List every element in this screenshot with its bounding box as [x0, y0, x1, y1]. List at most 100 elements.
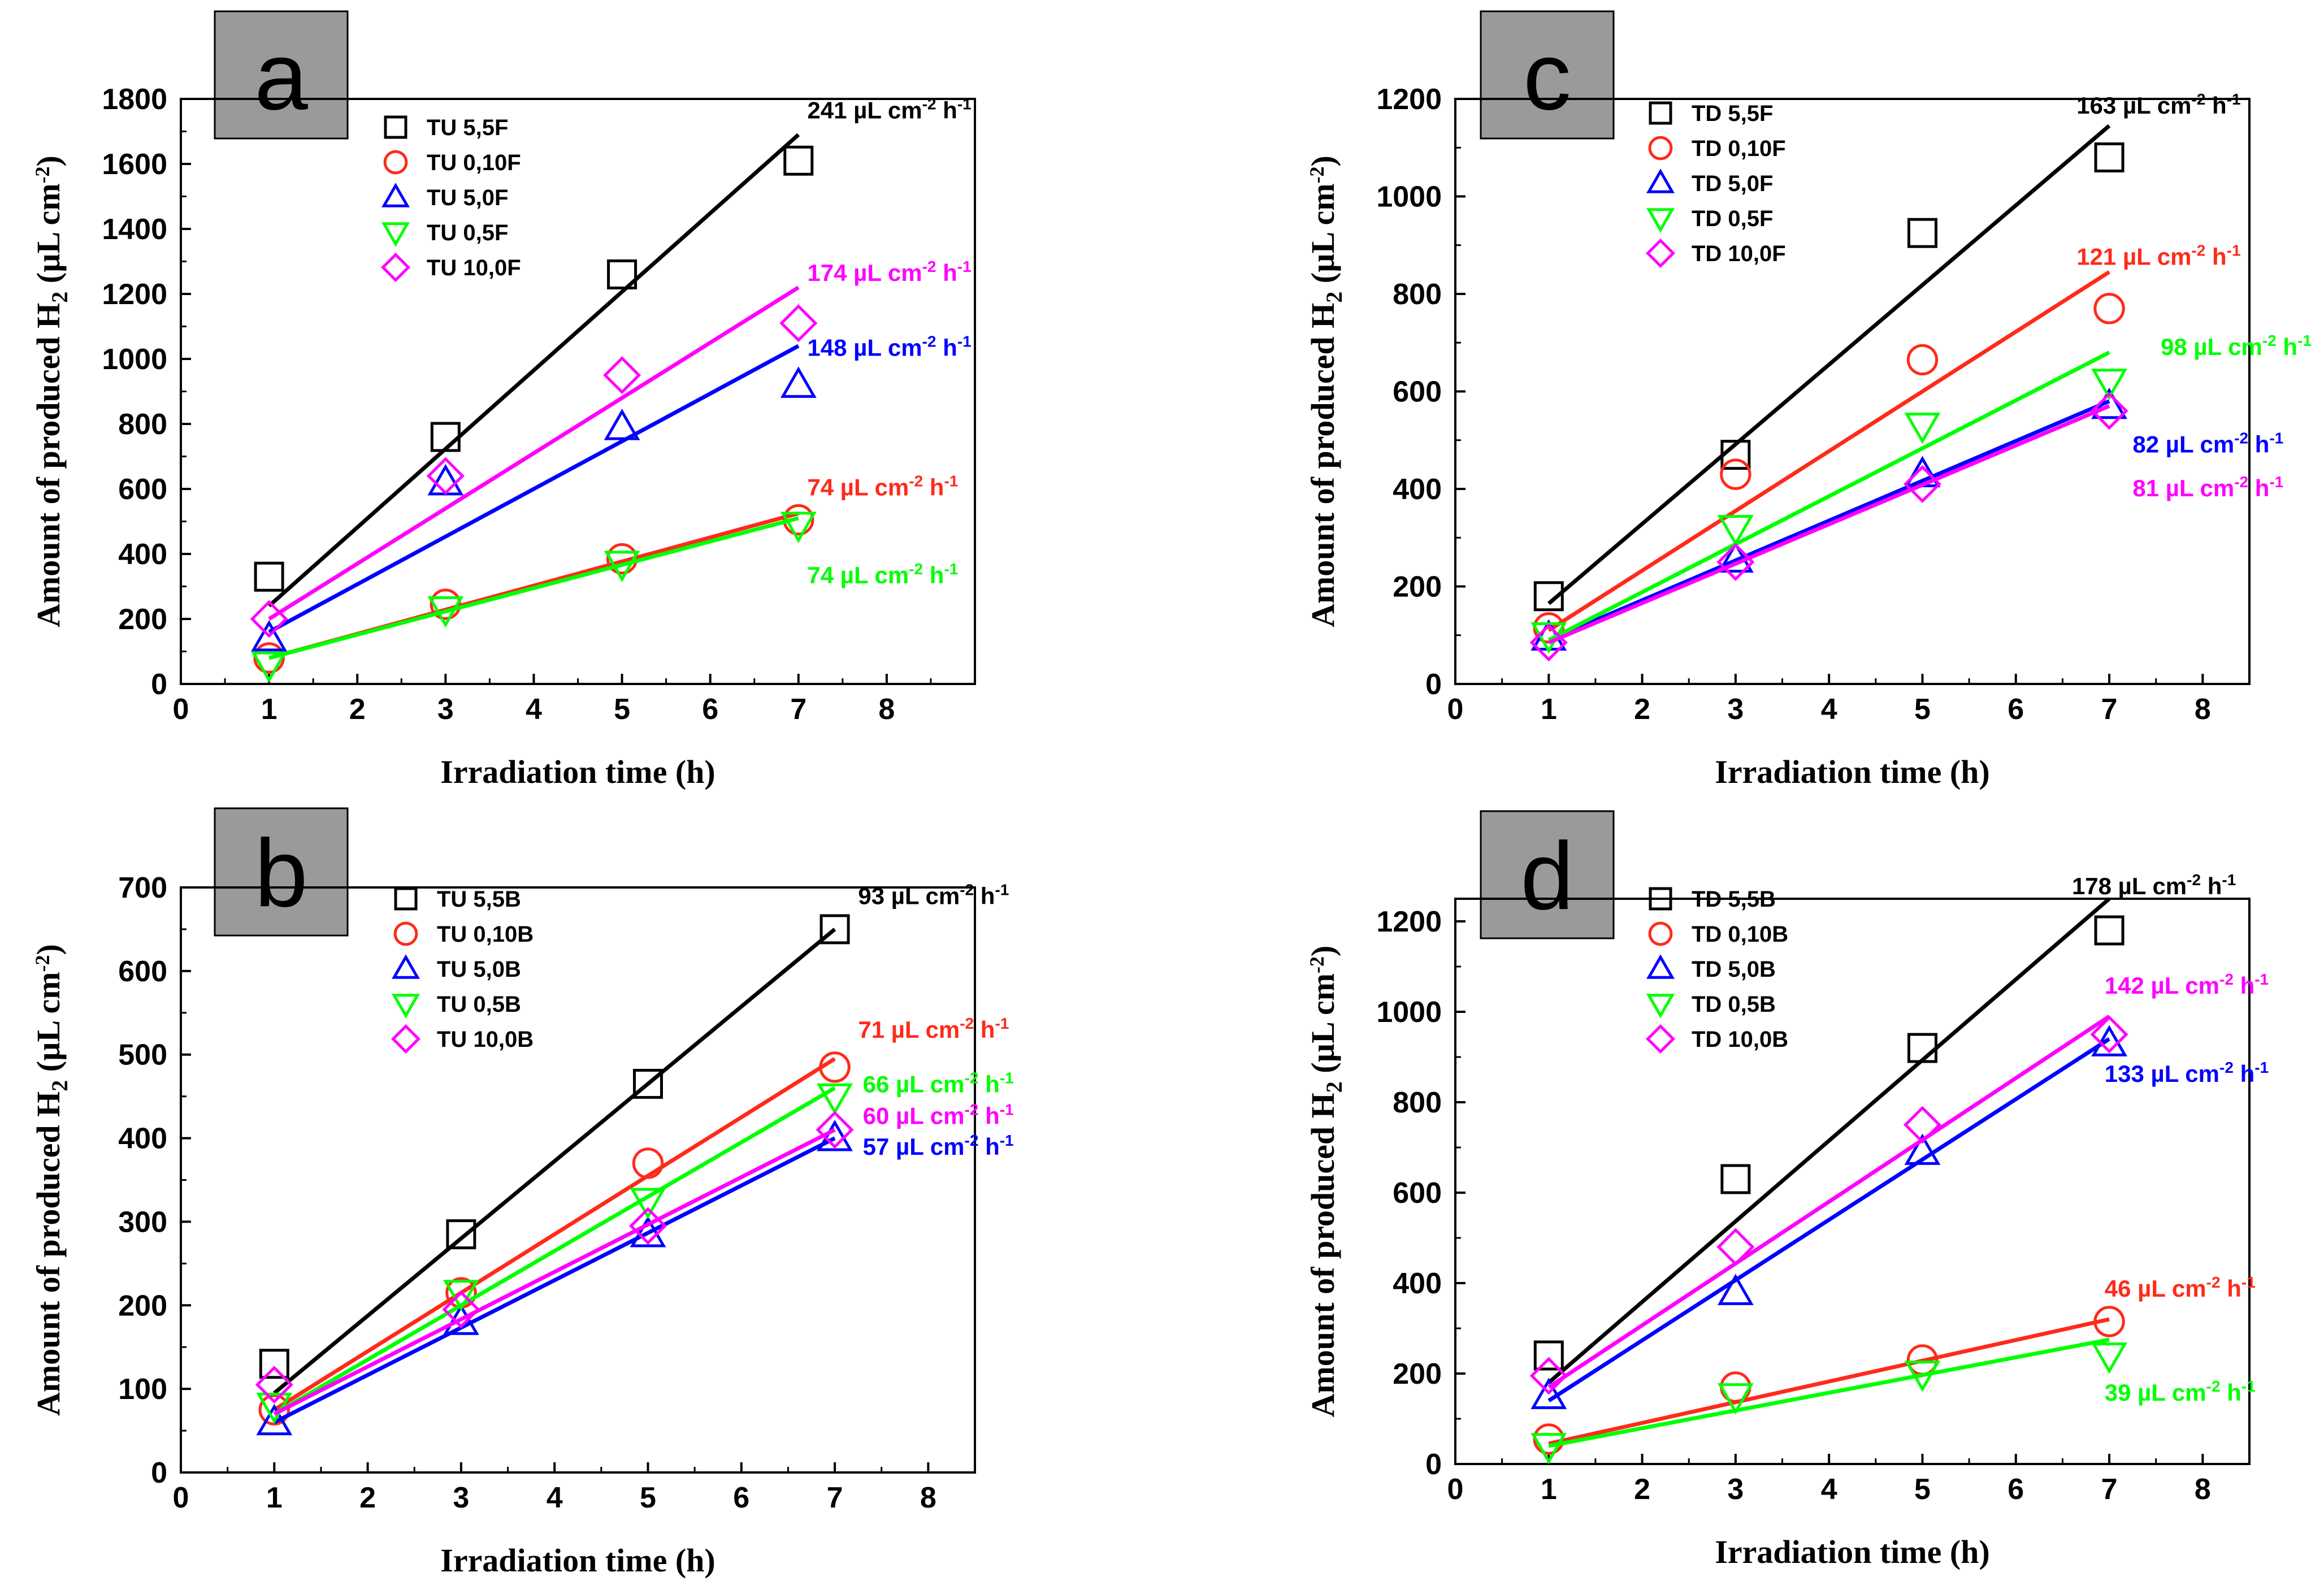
data-point — [2093, 293, 2125, 324]
data-point — [1716, 543, 1755, 581]
legend-marker — [1646, 954, 1675, 979]
x-tick-label: 5 — [1914, 693, 1931, 726]
data-point — [780, 366, 817, 398]
data-point — [426, 457, 465, 495]
fit-line — [1548, 1337, 2110, 1448]
x-tick-label: 1 — [261, 693, 278, 726]
data-point — [2091, 1025, 2127, 1056]
plot-frame — [180, 98, 976, 685]
legend-label: TU 10,0F — [427, 255, 521, 280]
legend-label: TU 0,5F — [427, 220, 508, 245]
data-point — [606, 543, 638, 575]
fit-line — [1547, 404, 2110, 644]
y-tick-label: 1000 — [102, 343, 167, 376]
legend-label: TU 5,0B — [437, 957, 521, 982]
data-point — [1904, 1361, 1941, 1392]
data-point — [2090, 392, 2128, 430]
y-tick-label: 1000 — [1376, 996, 1442, 1029]
series-tu-0-5f: 74 µL cm-2 h-1 — [251, 512, 958, 683]
x-tick-label: 4 — [1821, 1473, 1837, 1506]
series-td-5-0f: 82 µL cm-2 h-1 — [1530, 387, 2283, 651]
data-point — [1903, 1106, 1942, 1144]
y-tick-label: 1200 — [102, 278, 167, 311]
y-tick-label: 1200 — [1376, 906, 1442, 938]
series-td-5-5f: 163 µL cm-2 h-1 — [1533, 90, 2241, 612]
y-axis-title: Amount of produced H2 (µL cm-2) — [1304, 946, 1347, 1418]
data-point — [783, 145, 814, 176]
chart-panel-c: c 0 1 2 3 4 5 6 7 8 0 200 400 600 800 1000 1200 Irradiati… — [1304, 10, 2312, 790]
rate-label: 81 µL cm-2 h-1 — [2132, 473, 2283, 501]
legend: TU 5,5F TU 0,10F TU 5,0F TU 0,5F TU 10,0F — [380, 115, 521, 283]
legend-marker — [383, 150, 408, 175]
data-point — [1529, 623, 1568, 662]
panel-tag-box — [214, 10, 349, 140]
panel-letter: a — [254, 23, 308, 130]
legend-label: TD 0,10F — [1692, 136, 1786, 161]
legend-marker — [1648, 136, 1673, 161]
x-tick-label: 5 — [1914, 1473, 1931, 1506]
y-axis-title: Amount of produced H2 (µL cm-2) — [30, 155, 72, 627]
data-point — [442, 1290, 480, 1329]
legend-label: TD 0,5B — [1692, 992, 1776, 1017]
legend-marker — [1646, 994, 1675, 1019]
data-point — [1907, 218, 1937, 248]
legend-label: TD 0,10B — [1692, 922, 1788, 947]
rate-label: 163 µL cm-2 h-1 — [2076, 90, 2240, 119]
y-tick-label: 0 — [151, 1457, 167, 1489]
plot-frame — [180, 886, 976, 1474]
data-point — [2091, 1342, 2127, 1374]
data-point — [1529, 1357, 1568, 1395]
fit-line — [268, 344, 800, 634]
y-tick-label: 200 — [1393, 571, 1442, 604]
y-tick-label: 400 — [1393, 473, 1442, 506]
y-tick-label: 100 — [118, 1373, 167, 1406]
rate-label: 46 µL cm-2 h-1 — [2105, 1274, 2256, 1302]
x-tick-label: 7 — [790, 693, 807, 726]
data-point — [819, 1051, 851, 1083]
legend: TU 5,5B TU 0,10B TU 5,0B TU 0,5B TU 10,0B — [391, 887, 534, 1054]
x-axis-title: Irradiation time (h) — [440, 753, 716, 790]
x-tick-label: 5 — [640, 1482, 656, 1514]
data-point — [259, 1349, 289, 1379]
legend-marker — [1646, 208, 1675, 233]
series-td-0-5b: 39 µL cm-2 h-1 — [1530, 1337, 2256, 1465]
fit-line — [273, 1136, 836, 1424]
x-tick-label: 7 — [827, 1482, 843, 1514]
legend-label: TD 5,0B — [1692, 957, 1776, 982]
data-point — [1530, 1433, 1567, 1465]
legend-label: TU 0,10F — [427, 150, 521, 175]
legend-marker — [391, 994, 420, 1019]
legend-marker — [1649, 887, 1672, 911]
rate-label: 93 µL cm-2 h-1 — [858, 881, 1009, 909]
data-point — [2094, 915, 2124, 946]
legend-marker — [1649, 101, 1672, 125]
chart-panel-b: b 0 1 2 3 4 5 6 7 8 0 100 200 300 400 500 600 700 Irradiat… — [30, 807, 1014, 1579]
series-tu-5-0b: 57 µL cm-2 h-1 — [256, 1119, 1014, 1436]
y-tick-label: 200 — [1393, 1358, 1442, 1391]
x-tick-label: 0 — [173, 693, 189, 726]
data-point — [1533, 581, 1564, 612]
series-tu-10-0b: 60 µL cm-2 h-1 — [255, 1101, 1014, 1416]
legend-label: TU 5,5B — [437, 887, 521, 912]
y-tick-label: 800 — [1393, 278, 1442, 311]
legend-marker — [381, 183, 410, 207]
legend-marker — [1645, 238, 1676, 268]
rate-label: 241 µL cm-2 h-1 — [807, 96, 971, 124]
data-point — [628, 1207, 667, 1245]
data-point — [1904, 412, 1941, 444]
x-tick-label: 6 — [2008, 693, 2024, 726]
data-point — [255, 1366, 293, 1404]
data-point — [443, 1280, 479, 1311]
data-point — [1530, 1378, 1567, 1409]
data-point — [2091, 387, 2127, 419]
rate-label: 121 µL cm-2 h-1 — [2076, 241, 2240, 270]
x-tick-label: 8 — [2195, 1473, 2211, 1506]
fit-line — [273, 1128, 836, 1416]
x-tick-label: 5 — [614, 693, 630, 726]
y-tick-label: 600 — [118, 473, 167, 506]
series-tu-5-0f: 148 µL cm-2 h-1 — [251, 332, 972, 652]
fit-line — [1547, 124, 2111, 605]
series-td-10-0b: 142 µL cm-2 h-1 — [1529, 971, 2269, 1395]
fit-line — [1547, 1015, 2110, 1389]
x-tick-label: 3 — [1727, 693, 1744, 726]
